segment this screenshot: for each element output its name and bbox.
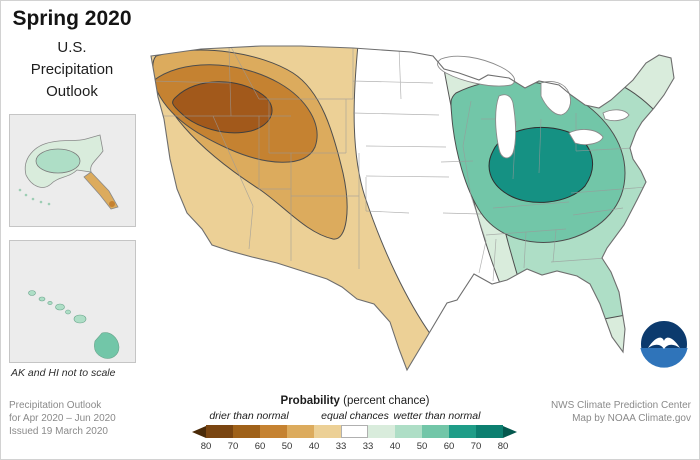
noaa-gull-icon (648, 337, 680, 349)
legend-color-bar (192, 425, 517, 438)
legend-swatch (395, 425, 422, 438)
title-block: Spring 2020 U.S. Precipitation Outlook (1, 7, 143, 102)
legend-swatch (449, 425, 476, 438)
legend-tick: 70 (470, 441, 482, 452)
legend-swatch (287, 425, 314, 438)
noaa-logo-lower-half (640, 348, 688, 368)
legend-tick: 50 (281, 441, 293, 452)
subtitle-line-2: Precipitation (30, 60, 114, 78)
legend-swatch (476, 425, 503, 438)
lake-huron (540, 81, 572, 116)
subtitle-line-1: U.S. (57, 39, 87, 56)
lake-superior (437, 55, 515, 87)
lake-michigan (495, 94, 517, 159)
legend-swatch (260, 425, 287, 438)
legend-label-wetter: wetter than normal (393, 410, 481, 422)
legend-tick: 80 (200, 441, 212, 452)
hawaii-inset (9, 240, 136, 363)
legend-ticks: 80 70 60 50 40 33 33 40 50 60 70 80 (192, 441, 518, 453)
lake-ontario (602, 109, 630, 122)
insets-note: AK and HI not to scale (11, 367, 116, 379)
legend-tick: 60 (443, 441, 455, 452)
legend-arrow-right (503, 425, 517, 438)
noaa-logo (639, 319, 689, 369)
alaska-panhandle-dot (109, 201, 115, 207)
footer-left-line-1: Precipitation Outlook (9, 400, 102, 411)
alaska-panhandle (83, 171, 119, 210)
legend-swatch (422, 425, 449, 438)
legend-tick: 60 (254, 441, 266, 452)
legend-label-equal: equal chances (321, 410, 389, 422)
legend-tick: 33 (335, 441, 347, 452)
legend-swatches (206, 425, 503, 438)
footer-right-line-1: NWS Climate Prediction Center (550, 400, 691, 411)
aleutian-islands (18, 188, 51, 206)
footer-attribution: NWS Climate Prediction Center Map by NOA… (551, 399, 691, 425)
legend-swatch (206, 425, 233, 438)
legend-title-bold: Probability (280, 395, 340, 407)
footer-right-line-2: Map by NOAA Climate.gov (572, 413, 691, 425)
hawaii-islands (28, 290, 120, 359)
lake-erie (568, 129, 604, 146)
great-lakes (437, 55, 630, 159)
legend-tick: 40 (389, 441, 401, 452)
legend-swatch (341, 425, 368, 438)
legend-swatch (368, 425, 395, 438)
footer-left-line-2: for Apr 2020 – Jun 2020 (9, 413, 116, 425)
legend-tick: 40 (308, 441, 320, 452)
legend-tick: 33 (362, 441, 374, 452)
legend-tick: 70 (227, 441, 239, 452)
legend-swatch (314, 425, 341, 438)
hawaii-map (28, 290, 120, 359)
legend-tick: 80 (497, 441, 509, 452)
legend-title-rest: (percent chance) (339, 395, 430, 407)
legend-arrow-left (192, 425, 206, 438)
legend-label-drier: drier than normal (209, 410, 289, 422)
legend-tick: 50 (416, 441, 428, 452)
legend-title: Probability (percent chance) (179, 395, 531, 407)
footer-left-line-3: Issued 19 March 2020 (9, 426, 108, 438)
footer-issuance-info: Precipitation Outlook for Apr 2020 – Jun… (9, 399, 116, 439)
us-precipitation-map (141, 1, 700, 393)
probability-legend: Probability (percent chance) drier than … (179, 395, 531, 459)
subtitle-line-3: Outlook (46, 82, 98, 100)
legend-swatch (233, 425, 260, 438)
region-drier-60-70 (172, 81, 273, 134)
us-outline (150, 45, 675, 372)
alaska-map (18, 134, 119, 210)
page-title: Spring 2020 (12, 7, 132, 30)
state-boundaries (151, 46, 648, 282)
legend-category-labels: drier than normal equal chances wetter t… (179, 410, 531, 423)
alaska-inner-contour (35, 148, 81, 174)
alaska-inset (9, 114, 136, 227)
